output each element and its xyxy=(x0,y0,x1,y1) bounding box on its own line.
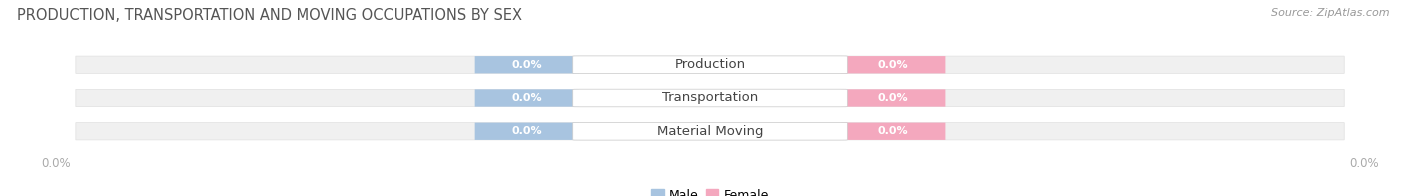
Legend: Male, Female: Male, Female xyxy=(647,184,773,196)
FancyBboxPatch shape xyxy=(76,56,1344,73)
FancyBboxPatch shape xyxy=(475,123,579,140)
Text: 0.0%: 0.0% xyxy=(512,93,543,103)
FancyBboxPatch shape xyxy=(841,89,945,107)
FancyBboxPatch shape xyxy=(572,89,848,107)
Text: 0.0%: 0.0% xyxy=(512,60,543,70)
FancyBboxPatch shape xyxy=(475,89,579,107)
Text: 0.0%: 0.0% xyxy=(877,93,908,103)
Text: 0.0%: 0.0% xyxy=(877,60,908,70)
Text: 0.0%: 0.0% xyxy=(512,126,543,136)
Text: Transportation: Transportation xyxy=(662,92,758,104)
Text: Source: ZipAtlas.com: Source: ZipAtlas.com xyxy=(1271,8,1389,18)
FancyBboxPatch shape xyxy=(475,56,579,73)
FancyBboxPatch shape xyxy=(841,56,945,73)
Text: Production: Production xyxy=(675,58,745,71)
FancyBboxPatch shape xyxy=(76,89,1344,107)
Text: Material Moving: Material Moving xyxy=(657,125,763,138)
Text: PRODUCTION, TRANSPORTATION AND MOVING OCCUPATIONS BY SEX: PRODUCTION, TRANSPORTATION AND MOVING OC… xyxy=(17,8,522,23)
FancyBboxPatch shape xyxy=(76,123,1344,140)
Text: 0.0%: 0.0% xyxy=(877,126,908,136)
FancyBboxPatch shape xyxy=(841,123,945,140)
FancyBboxPatch shape xyxy=(572,122,848,140)
FancyBboxPatch shape xyxy=(572,56,848,74)
